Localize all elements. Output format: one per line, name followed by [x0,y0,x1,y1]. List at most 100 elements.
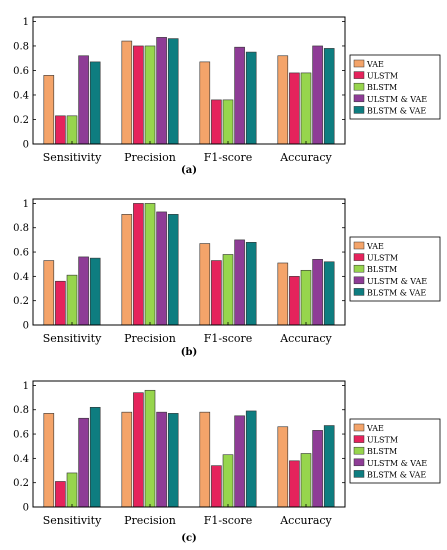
y-tick-label: 0.8 [13,223,29,234]
bar-ulstm-f1-score [211,465,222,508]
legend-entry: BLSTM & VAE [367,288,426,297]
y-tick-label: 0.2 [13,115,29,126]
bar-blstm-vae-f1-score [245,410,257,508]
bar-ulstm-accuracy [289,72,300,145]
bar-ulstm-vae-sensitivity [78,256,89,326]
y-tick-label: 0.2 [13,296,29,307]
bar-blstm-precision [144,45,156,145]
x-tick-label: Accuracy [279,332,332,345]
chart-caption: (a) [181,165,197,176]
y-tick-label: 0.4 [13,90,29,101]
bar-vae-accuracy [277,55,289,145]
y-tick-label: 0 [23,503,29,514]
legend-entry: VAE [366,242,384,251]
bar-blstm-accuracy [300,269,312,326]
chart-caption: (c) [181,533,197,544]
x-tick-label: Precision [124,332,176,345]
x-tick-label: Accuracy [279,514,332,527]
legend-entry: ULSTM [367,436,398,445]
bar-ulstm-precision [133,392,144,508]
legend: VAE ULSTM BLSTM ULSTM & VAE BLSTM & VAE [349,236,441,302]
bar-blstm-f1-score [222,454,234,508]
y-tick-label: 1 [23,381,29,392]
bar-blstm-vae-accuracy [323,425,335,508]
legend-box [349,418,441,484]
bar-vae-precision [121,214,133,326]
y-tick-label: 0.6 [13,66,29,77]
legend-entry: BLSTM [367,447,397,456]
y-tick-label: 0.6 [13,430,29,441]
x-tick-label: Precision [124,514,176,527]
bar-blstm-precision [144,203,156,326]
bar-ulstm-precision [133,45,144,145]
bar-ulstm-sensitivity [55,481,66,508]
bar-vae-sensitivity [43,260,55,326]
bar-ulstm-vae-f1-score [234,415,245,508]
bar-vae-sensitivity [43,413,55,508]
y-tick-label: 0.8 [13,41,29,52]
plot-frame [32,198,346,326]
plot-frame [32,380,346,508]
legend-swatch [353,276,365,285]
y-tick-label: 0.4 [13,454,29,465]
y-tick-label: 1 [23,199,29,210]
x-tick-label: Accuracy [279,151,332,164]
bar-blstm-f1-score [222,254,234,326]
y-tick-label: 0 [23,140,29,151]
legend-swatch [353,82,365,91]
legend-swatch [353,71,365,79]
x-tick-label: Sensitivity [43,332,102,345]
legend-entry: BLSTM [367,265,397,274]
x-tick-label: F1-score [204,332,253,345]
bar-blstm-vae-sensitivity [89,257,101,326]
x-tick-label: F1-score [204,514,253,527]
bar-ulstm-f1-score [211,99,222,145]
bar-blstm-vae-precision [167,38,179,145]
bar-ulstm-vae-sensitivity [78,417,89,508]
bar-ulstm-f1-score [211,260,222,326]
bar-vae-f1-score [199,243,211,326]
bar-blstm-accuracy [300,453,312,508]
chart-panel-a: 0 0.2 0.4 0.6 0.8 1 Sensitivity Precision F1-sco… [13,16,441,176]
legend: VAE ULSTM BLSTM ULSTM & VAE BLSTM & VAE [349,54,441,120]
y-tick-label: 0 [23,321,29,332]
plot-frame [32,16,346,145]
bar-vae-accuracy [277,426,289,508]
bar-blstm-sensitivity [66,472,78,508]
bar-ulstm-sensitivity [55,115,66,145]
bar-ulstm-sensitivity [55,280,66,326]
y-tick-label: 0.8 [13,405,29,416]
bar-ulstm-vae-precision [156,411,167,508]
legend-swatch [353,458,365,467]
bar-blstm-vae-f1-score [245,51,257,145]
bar-vae-precision [121,411,133,508]
legend-swatch [353,253,365,261]
legend-swatch [353,241,365,250]
bar-ulstm-precision [133,203,144,326]
legend-entry: BLSTM & VAE [367,470,426,479]
chart-caption: (b) [181,347,197,358]
bar-vae-accuracy [277,262,289,326]
legend-swatch [353,288,365,296]
legend-entry: BLSTM [367,83,397,92]
bar-ulstm-accuracy [289,460,300,508]
y-tick-label: 1 [23,17,29,28]
legend-swatch [353,423,365,432]
bar-vae-f1-score [199,411,211,508]
bar-blstm-sensitivity [66,115,78,145]
bar-ulstm-vae-f1-score [234,46,245,145]
y-tick-label: 0.4 [13,272,29,283]
bar-vae-precision [121,40,133,145]
legend-swatch [353,446,365,455]
bar-ulstm-vae-sensitivity [78,55,89,145]
bar-vae-sensitivity [43,75,55,145]
bar-blstm-vae-precision [167,413,179,508]
bar-ulstm-accuracy [289,276,300,326]
y-tick-label: 0.6 [13,248,29,259]
bar-ulstm-vae-accuracy [312,259,323,326]
bar-blstm-vae-f1-score [245,242,257,326]
legend-entry: ULSTM [367,254,398,263]
bar-blstm-sensitivity [66,274,78,326]
x-tick-label: Sensitivity [43,514,102,527]
